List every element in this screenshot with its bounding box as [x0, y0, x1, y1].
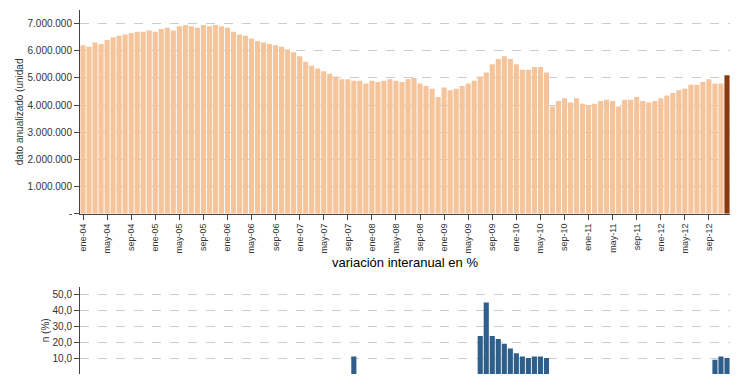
- svg-text:sep-12: sep-12: [704, 223, 714, 251]
- svg-text:ene-10: ene-10: [511, 223, 521, 251]
- svg-text:ene-08: ene-08: [367, 223, 377, 251]
- svg-text:-: -: [69, 208, 72, 219]
- svg-text:30,0: 30,0: [53, 321, 73, 332]
- svg-text:sep-07: sep-07: [343, 223, 353, 251]
- svg-text:sep-10: sep-10: [559, 223, 569, 251]
- svg-text:n (%): n (%): [40, 318, 51, 342]
- svg-text:may-10: may-10: [535, 223, 545, 253]
- svg-text:may-04: may-04: [102, 223, 112, 253]
- svg-text:6.000.000: 6.000.000: [28, 45, 73, 56]
- svg-text:40,0: 40,0: [53, 305, 73, 316]
- svg-text:ene-07: ene-07: [295, 223, 305, 251]
- svg-text:2.000.000: 2.000.000: [28, 154, 73, 165]
- svg-text:may-07: may-07: [319, 223, 329, 253]
- svg-text:5.000.000: 5.000.000: [28, 72, 73, 83]
- svg-text:may-08: may-08: [391, 223, 401, 253]
- svg-text:may-11: may-11: [608, 223, 618, 252]
- svg-text:sep-06: sep-06: [271, 223, 281, 251]
- svg-text:7.000.000: 7.000.000: [28, 18, 73, 29]
- svg-text:ene-12: ene-12: [656, 223, 666, 251]
- svg-text:variación interanual en %: variación interanual en %: [332, 255, 478, 270]
- svg-text:20,0: 20,0: [53, 337, 73, 348]
- svg-text:ene-06: ene-06: [222, 223, 232, 251]
- svg-text:sep-08: sep-08: [415, 223, 425, 251]
- svg-text:sep-11: sep-11: [632, 223, 642, 250]
- svg-text:10,0: 10,0: [53, 353, 73, 364]
- svg-text:ene-09: ene-09: [439, 223, 449, 251]
- svg-text:50,0: 50,0: [53, 289, 73, 300]
- svg-text:3.000.000: 3.000.000: [28, 127, 73, 138]
- svg-text:sep-05: sep-05: [198, 223, 208, 251]
- svg-text:ene-05: ene-05: [150, 223, 160, 251]
- svg-text:4.000.000: 4.000.000: [28, 100, 73, 111]
- svg-text:ene-04: ene-04: [78, 223, 88, 251]
- svg-text:1.000.000: 1.000.000: [28, 181, 73, 192]
- svg-text:dato anualizado (unidad: dato anualizado (unidad: [15, 59, 26, 166]
- svg-text:may-06: may-06: [246, 223, 256, 253]
- svg-text:may-12: may-12: [680, 223, 690, 253]
- svg-text:ene-11: ene-11: [583, 223, 593, 250]
- svg-text:may-05: may-05: [174, 223, 184, 253]
- svg-text:sep-04: sep-04: [126, 223, 136, 251]
- svg-text:may-09: may-09: [463, 223, 473, 253]
- svg-text:sep-09: sep-09: [487, 223, 497, 251]
